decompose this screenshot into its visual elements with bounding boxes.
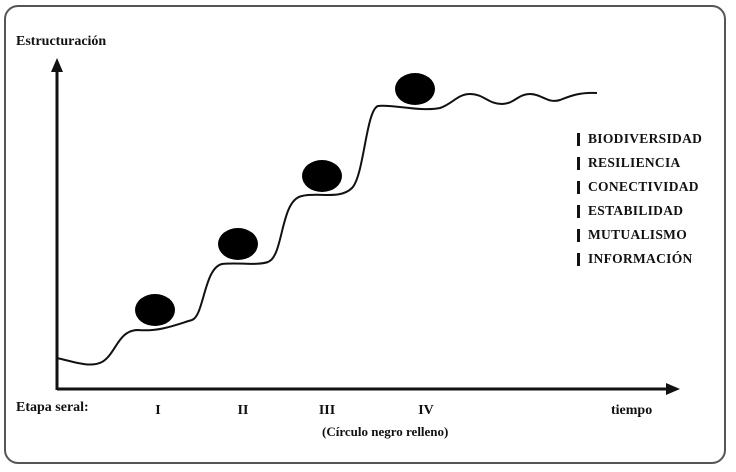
attribute-item: CONECTIVIDAD xyxy=(577,175,702,199)
figure-frame xyxy=(4,5,726,464)
stage-IV-circle xyxy=(395,73,435,105)
attribute-marker xyxy=(577,204,580,218)
attribute-label: INFORMACIÓN xyxy=(588,251,693,266)
stage-label-III: III xyxy=(318,403,336,418)
attribute-label: ESTABILIDAD xyxy=(588,203,684,218)
attribute-marker xyxy=(577,180,580,194)
attribute-label: CONECTIVIDAD xyxy=(588,179,699,194)
attribute-item: BIODIVERSIDAD xyxy=(577,127,702,151)
stage-III-circle xyxy=(302,160,342,192)
stage-row-label: Etapa seral: xyxy=(16,400,89,415)
stage-I-circle xyxy=(135,294,175,326)
attribute-item: RESILIENCIA xyxy=(577,151,702,175)
attribute-item: MUTUALISMO xyxy=(577,223,702,247)
x-axis-label: tiempo xyxy=(611,403,653,418)
attribute-marker xyxy=(577,228,580,242)
stage-II-circle xyxy=(218,228,258,260)
y-axis-arrowhead xyxy=(51,58,63,72)
attribute-item: INFORMACIÓN xyxy=(577,247,702,271)
y-axis-label: Estructuración xyxy=(16,34,107,49)
attribute-label: BIODIVERSIDAD xyxy=(588,131,703,146)
stage-caption: (Círculo negro relleno) xyxy=(322,424,449,439)
x-axis-arrowhead xyxy=(666,383,680,395)
attribute-label: MUTUALISMO xyxy=(588,227,688,242)
attribute-marker xyxy=(577,132,580,146)
stage-label-II: II xyxy=(237,403,249,418)
attribute-item: ESTABILIDAD xyxy=(577,199,702,223)
attribute-marker xyxy=(577,156,580,170)
attribute-list: BIODIVERSIDAD RESILIENCIA CONECTIVIDAD E… xyxy=(577,127,702,271)
stage-label-I: I xyxy=(155,403,161,418)
structure-curve xyxy=(56,91,598,366)
attribute-marker xyxy=(577,252,580,266)
attribute-label: RESILIENCIA xyxy=(588,155,681,170)
stage-label-IV: IV xyxy=(418,403,434,418)
